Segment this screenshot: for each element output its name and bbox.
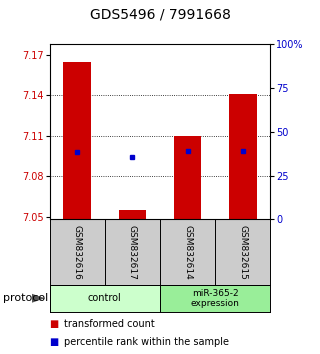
Bar xyxy=(119,210,146,219)
Text: ■: ■ xyxy=(50,319,59,329)
Bar xyxy=(160,285,270,312)
Text: percentile rank within the sample: percentile rank within the sample xyxy=(64,337,229,347)
Text: ■: ■ xyxy=(50,337,59,347)
Text: GDS5496 / 7991668: GDS5496 / 7991668 xyxy=(90,7,230,21)
Bar xyxy=(229,94,257,219)
Text: GSM832615: GSM832615 xyxy=(238,225,247,280)
Text: GSM832616: GSM832616 xyxy=(73,225,82,280)
Bar xyxy=(174,136,201,219)
Bar xyxy=(63,62,91,219)
Text: control: control xyxy=(88,293,122,303)
Polygon shape xyxy=(32,294,45,303)
Text: GSM832617: GSM832617 xyxy=(128,225,137,280)
Text: transformed count: transformed count xyxy=(64,319,155,329)
Text: GSM832614: GSM832614 xyxy=(183,225,192,280)
Bar xyxy=(50,285,160,312)
Text: miR-365-2
expression: miR-365-2 expression xyxy=(191,289,240,308)
Text: protocol: protocol xyxy=(3,293,48,303)
